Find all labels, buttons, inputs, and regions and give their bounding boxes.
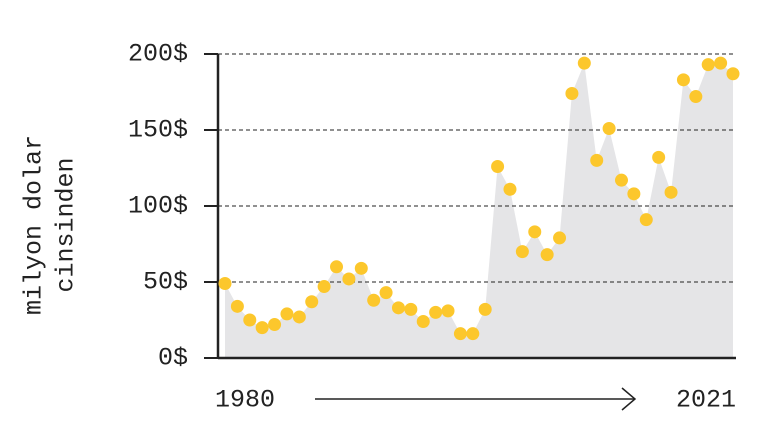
point: [553, 231, 567, 245]
point: [441, 304, 455, 318]
point: [367, 293, 381, 307]
point: [714, 56, 728, 70]
point: [292, 310, 306, 324]
point: [268, 318, 282, 332]
point: [453, 327, 467, 341]
point: [602, 121, 616, 135]
point: [317, 280, 331, 294]
point: [627, 187, 641, 201]
point: [218, 277, 232, 291]
point: [230, 299, 244, 313]
point: [689, 90, 703, 104]
point: [528, 225, 542, 239]
point: [676, 73, 690, 87]
point: [379, 286, 393, 300]
y-tick-label: 0$: [158, 344, 188, 373]
point: [652, 150, 666, 164]
point: [416, 315, 430, 329]
point: [726, 67, 740, 81]
point: [577, 56, 591, 70]
arrow-head: [621, 387, 637, 411]
x-tick-label: 1980: [215, 386, 275, 415]
point: [515, 245, 529, 259]
point: [503, 182, 517, 196]
point: [466, 327, 480, 341]
point: [639, 213, 653, 227]
y-tick-label: 100$: [128, 192, 188, 221]
point: [305, 295, 319, 309]
point: [280, 307, 294, 321]
y-label-line: milyon dolar: [20, 135, 49, 315]
point: [664, 185, 678, 199]
y-tick-label: 50$: [143, 268, 188, 297]
point: [614, 173, 628, 187]
point: [391, 301, 405, 315]
point: [243, 313, 257, 327]
point: [565, 87, 579, 101]
x-arrow: [315, 387, 637, 411]
y-tick-label: 150$: [128, 116, 188, 145]
y-axis-label: milyon dolar cinsinden: [20, 135, 81, 315]
point: [701, 58, 715, 72]
x-tick-label: 2021: [676, 386, 736, 415]
point: [540, 248, 554, 262]
point: [255, 321, 269, 335]
y-label-line: cinsinden: [52, 157, 81, 292]
point: [404, 302, 418, 316]
point: [330, 260, 344, 274]
point: [342, 272, 356, 286]
y-tick-label: 200$: [128, 40, 188, 69]
point: [354, 261, 368, 275]
point: [491, 159, 505, 173]
point: [429, 305, 443, 319]
point: [478, 302, 492, 316]
point: [590, 153, 604, 167]
